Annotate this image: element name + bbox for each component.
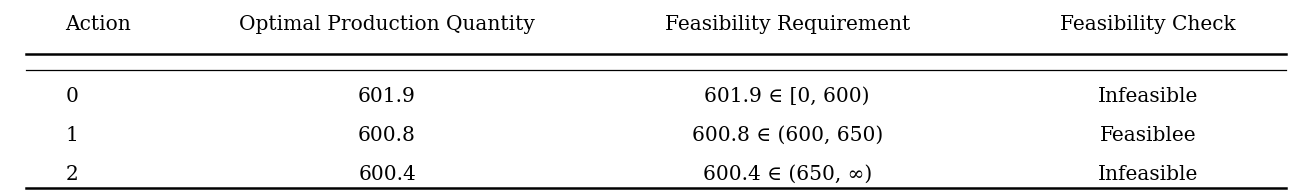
Text: Infeasible: Infeasible	[1098, 165, 1198, 184]
Text: 600.8: 600.8	[358, 126, 416, 145]
Text: Feasibility Check: Feasibility Check	[1060, 16, 1236, 34]
Text: 1: 1	[66, 126, 79, 145]
Text: 0: 0	[66, 87, 79, 105]
Text: 601.9: 601.9	[358, 87, 416, 105]
Text: 2: 2	[66, 165, 79, 184]
Text: 601.9 ∈ [0, 600): 601.9 ∈ [0, 600)	[705, 87, 870, 105]
Text: Optimal Production Quantity: Optimal Production Quantity	[239, 16, 535, 34]
Text: Feasiblee: Feasiblee	[1099, 126, 1197, 145]
Text: 600.4: 600.4	[358, 165, 416, 184]
Text: 600.4 ∈ (650, ∞): 600.4 ∈ (650, ∞)	[702, 165, 872, 184]
Text: 600.8 ∈ (600, 650): 600.8 ∈ (600, 650)	[691, 126, 883, 145]
Text: Action: Action	[66, 16, 131, 34]
Text: Feasibility Requirement: Feasibility Requirement	[665, 16, 909, 34]
Text: Infeasible: Infeasible	[1098, 87, 1198, 105]
